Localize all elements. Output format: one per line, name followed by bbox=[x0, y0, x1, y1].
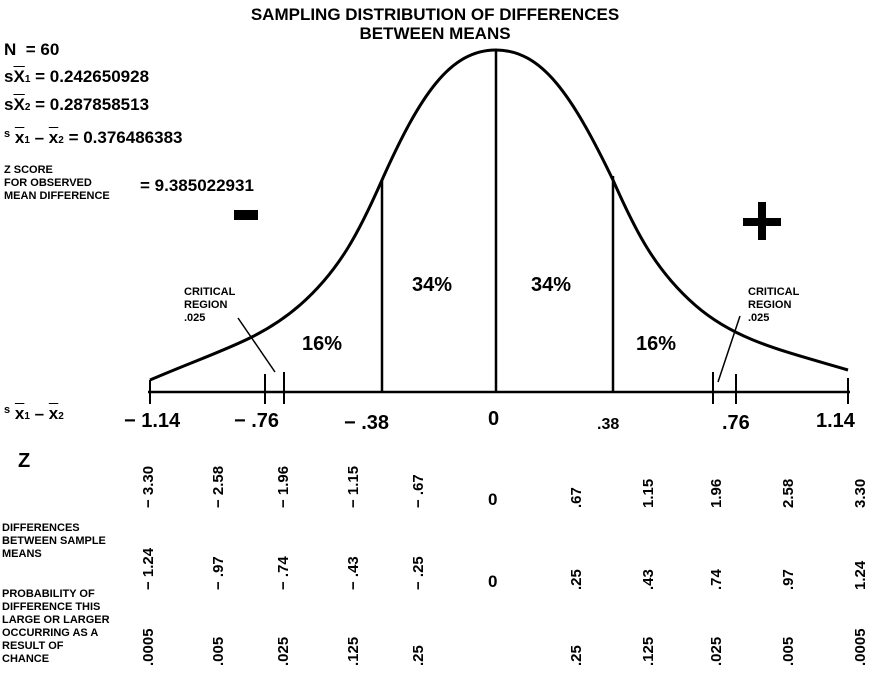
diff-value-8: .43 bbox=[640, 569, 657, 590]
title-line-1: SAMPLING DISTRIBUTION OF DIFFERENCES bbox=[250, 5, 620, 24]
prob-value-10: .005 bbox=[780, 636, 797, 666]
sx2-stat: sX2 = 0.287858513 bbox=[4, 95, 150, 114]
title-line-2: BETWEEN MEANS bbox=[359, 24, 511, 43]
n-stat: N = 60 bbox=[4, 40, 60, 59]
axis-symbol: s x1 – x2 bbox=[4, 404, 64, 423]
z-value-7: .67 bbox=[568, 487, 585, 508]
sdiff-stat: s x1 – x2 = 0.376486383 bbox=[4, 128, 183, 147]
right-tail-percent: 16% bbox=[636, 333, 677, 355]
minus-symbol bbox=[234, 210, 258, 220]
axis-tick-4: 0 bbox=[488, 408, 500, 430]
prob-value-5: .25 bbox=[410, 645, 427, 666]
diff-row-label: DIFFERENCES BETWEEN SAMPLE MEANS bbox=[2, 522, 106, 560]
prob-value-4: .125 bbox=[345, 636, 362, 666]
z-value-9: 1.96 bbox=[708, 478, 725, 508]
critical-left-pointer bbox=[237, 317, 276, 373]
z-score-value: = 9.385022931 bbox=[140, 176, 254, 195]
axis-tick-1: − 1.14 bbox=[124, 410, 181, 432]
diff-value-2: − .97 bbox=[210, 556, 227, 590]
z-value-6: 0 bbox=[488, 490, 498, 509]
z-value-8: 1.15 bbox=[640, 478, 657, 508]
prob-value-9: .025 bbox=[708, 636, 725, 666]
axis-tick-2: − .76 bbox=[234, 410, 280, 432]
normal-curve-diagram bbox=[148, 48, 850, 404]
diff-value-1: − 1.24 bbox=[140, 547, 157, 590]
z-value-10: 2.58 bbox=[780, 478, 797, 508]
diff-value-3: − .74 bbox=[275, 556, 292, 590]
right-center-percent: 34% bbox=[531, 274, 572, 296]
axis-tick-3: − .38 bbox=[344, 412, 390, 434]
axis-tick-5: .38 bbox=[597, 416, 620, 433]
critical-region-right: CRITICAL REGION .025 bbox=[748, 286, 800, 324]
z-value-1: − 3.30 bbox=[140, 465, 157, 508]
z-value-3: − 1.96 bbox=[275, 465, 292, 508]
z-value-11: 3.30 bbox=[852, 478, 869, 508]
z-value-4: − 1.15 bbox=[345, 465, 362, 508]
prob-value-7: .25 bbox=[568, 645, 585, 666]
axis-tick-7: 1.14 bbox=[816, 410, 855, 432]
sx1-stat: sX1 = 0.242650928 bbox=[4, 67, 150, 86]
diff-value-6: 0 bbox=[488, 572, 498, 591]
diff-value-10: .97 bbox=[780, 569, 797, 590]
critical-right-pointer bbox=[717, 315, 741, 383]
z-score-label: Z SCORE FOR OBSERVED MEAN DIFFERENCE bbox=[4, 164, 110, 202]
critical-region-left: CRITICAL REGION .025 bbox=[184, 286, 236, 324]
prob-value-8: .125 bbox=[640, 636, 657, 666]
z-value-5: − .67 bbox=[410, 474, 427, 508]
left-center-percent: 34% bbox=[412, 274, 453, 296]
diff-value-7: .25 bbox=[568, 569, 585, 590]
left-tail-percent: 16% bbox=[302, 333, 343, 355]
prob-value-3: .025 bbox=[275, 636, 292, 666]
prob-row-label: PROBABILITY OF DIFFERENCE THIS LARGE OR … bbox=[2, 588, 110, 665]
prob-value-1: .0005 bbox=[140, 628, 157, 666]
diff-value-5: − .25 bbox=[410, 556, 427, 590]
prob-value-11: .0005 bbox=[852, 628, 869, 666]
prob-value-2: .005 bbox=[210, 636, 227, 666]
axis-tick-6: .76 bbox=[722, 412, 750, 434]
diff-value-4: − .43 bbox=[345, 556, 362, 590]
diff-value-9: .74 bbox=[708, 569, 725, 590]
diff-value-11: 1.24 bbox=[852, 560, 869, 590]
z-value-2: − 2.58 bbox=[210, 465, 227, 508]
z-row-label: Z bbox=[18, 450, 31, 472]
plus-symbol-v bbox=[758, 202, 766, 240]
